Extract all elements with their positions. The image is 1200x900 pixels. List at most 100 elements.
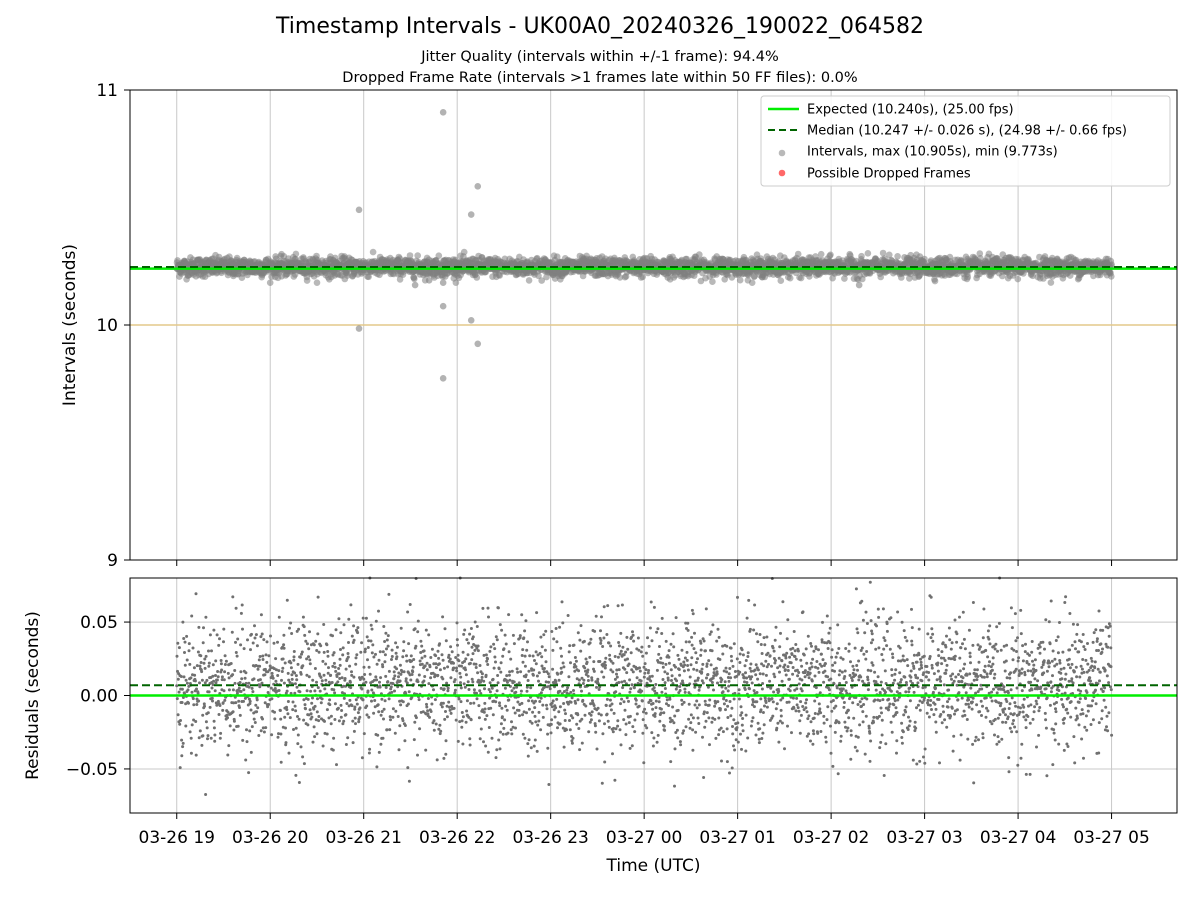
residual-point — [545, 703, 548, 707]
residual-point — [333, 691, 337, 695]
residual-point — [262, 638, 266, 642]
interval-outlier-point — [474, 183, 482, 190]
residual-point — [326, 671, 330, 675]
residual-point — [180, 701, 184, 704]
residual-point — [201, 713, 205, 717]
residual-point — [338, 657, 342, 661]
residual-point — [518, 714, 521, 718]
residual-point — [480, 672, 484, 676]
residual-point — [272, 641, 276, 645]
residual-point — [441, 677, 445, 681]
residual-point — [527, 699, 531, 703]
residual-point — [389, 685, 393, 689]
residual-point — [534, 720, 538, 724]
residual-point — [391, 707, 395, 711]
residual-point — [310, 701, 314, 705]
residual-point — [227, 688, 231, 692]
interval-point — [864, 250, 872, 257]
residual-point — [184, 678, 188, 682]
residual-point — [334, 669, 338, 673]
residual-point — [390, 690, 394, 694]
interval-point — [292, 250, 300, 258]
residual-point — [443, 717, 447, 721]
residual-point — [504, 704, 508, 708]
residual-point — [192, 666, 196, 670]
residual-point — [189, 736, 193, 740]
residual-point — [535, 674, 539, 678]
residual-point — [489, 706, 493, 710]
residual-point — [347, 617, 351, 621]
residual-point — [211, 663, 215, 667]
interval-point — [452, 279, 460, 287]
residual-point — [341, 653, 345, 657]
residual-point — [525, 689, 529, 693]
residual-point — [311, 740, 315, 744]
residual-point — [329, 714, 333, 718]
residual-point — [294, 773, 298, 777]
residual-point — [296, 733, 300, 737]
residual-point — [381, 650, 385, 654]
residual-point — [283, 715, 287, 719]
residual-point — [418, 727, 422, 731]
residual-point — [339, 648, 342, 651]
residual-point — [377, 710, 381, 714]
residual-point — [526, 640, 529, 644]
residual-point — [239, 643, 243, 647]
residual-point — [503, 686, 507, 690]
residual-point — [296, 715, 299, 718]
residual-point — [344, 743, 348, 746]
residual-point — [288, 716, 292, 720]
residual-point — [459, 675, 463, 679]
residual-point — [271, 676, 275, 680]
residual-point — [386, 680, 390, 684]
residual-point — [475, 697, 479, 701]
residual-point — [294, 674, 298, 678]
residual-point — [399, 672, 403, 676]
residual-point — [464, 668, 467, 672]
residual-point — [432, 719, 436, 723]
residual-point — [544, 629, 548, 633]
residual-point — [293, 671, 297, 675]
residual-point — [349, 603, 353, 607]
residual-point — [234, 651, 238, 654]
residual-point — [194, 592, 198, 596]
residual-point — [302, 718, 306, 722]
residual-point — [346, 655, 350, 659]
residual-point — [281, 666, 285, 670]
residual-point — [440, 653, 444, 657]
residual-point — [362, 677, 366, 681]
residual-point — [354, 662, 358, 666]
residual-point — [201, 641, 205, 645]
residual-point — [348, 680, 352, 684]
residual-point — [183, 663, 187, 667]
residual-point — [455, 638, 459, 642]
residual-point — [202, 661, 206, 665]
residual-point — [389, 718, 392, 722]
residual-point — [376, 733, 380, 737]
residual-point — [291, 708, 295, 712]
residual-point — [194, 720, 198, 723]
residual-point — [379, 676, 383, 680]
residual-point — [216, 675, 220, 679]
residual-point — [483, 717, 487, 721]
residual-point — [525, 711, 528, 715]
interval-point — [709, 278, 716, 286]
residual-point — [526, 742, 530, 746]
residual-point — [509, 657, 513, 661]
residual-point — [245, 740, 249, 744]
residual-point — [458, 671, 462, 675]
residual-point — [223, 663, 227, 666]
residual-point — [359, 650, 363, 654]
residual-point — [239, 690, 243, 693]
residual-point — [257, 734, 261, 737]
residual-point — [373, 699, 377, 702]
residual-point — [213, 733, 217, 737]
residual-point — [377, 750, 381, 754]
residual-point — [302, 625, 306, 629]
residual-point — [205, 678, 209, 682]
residual-point — [325, 708, 329, 712]
residual-point — [303, 633, 307, 637]
residual-point — [394, 709, 398, 713]
residual-point — [374, 675, 378, 679]
residual-point — [289, 666, 293, 670]
